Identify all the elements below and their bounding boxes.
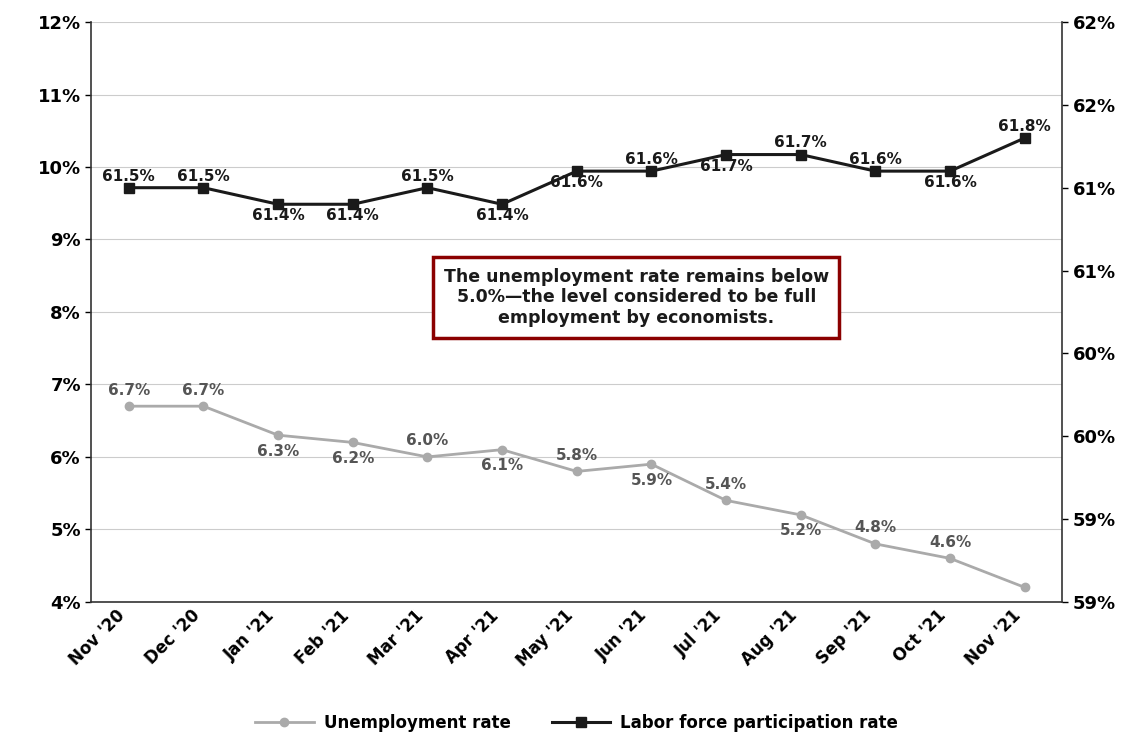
Text: 5.2%: 5.2%	[780, 523, 822, 538]
Text: 61.7%: 61.7%	[774, 136, 827, 150]
Text: 61.5%: 61.5%	[177, 169, 230, 184]
Text: 61.5%: 61.5%	[103, 169, 155, 184]
Text: 4.8%: 4.8%	[854, 520, 896, 535]
Text: 61.6%: 61.6%	[849, 152, 902, 167]
Text: 6.3%: 6.3%	[257, 443, 299, 459]
Text: 61.6%: 61.6%	[625, 152, 678, 167]
Text: 6.2%: 6.2%	[331, 451, 373, 466]
Text: 6.7%: 6.7%	[183, 382, 225, 398]
Text: 61.4%: 61.4%	[476, 208, 529, 223]
Text: 61.6%: 61.6%	[550, 175, 603, 190]
Text: 61.6%: 61.6%	[924, 175, 976, 190]
Text: 61.4%: 61.4%	[327, 208, 379, 223]
Text: 61.5%: 61.5%	[401, 169, 453, 184]
Text: 61.4%: 61.4%	[251, 208, 305, 223]
Text: 5.4%: 5.4%	[705, 477, 747, 492]
Text: 6.0%: 6.0%	[407, 434, 449, 448]
Text: 6.1%: 6.1%	[481, 458, 523, 473]
Text: 61.8%: 61.8%	[998, 119, 1051, 134]
Text: The unemployment rate remains below
5.0%—the level considered to be full
employm: The unemployment rate remains below 5.0%…	[444, 268, 829, 327]
Text: 6.7%: 6.7%	[107, 382, 150, 398]
Legend: Unemployment rate, Labor force participation rate: Unemployment rate, Labor force participa…	[249, 707, 904, 734]
Text: 5.8%: 5.8%	[556, 448, 597, 463]
Text: 61.7%: 61.7%	[700, 159, 753, 174]
Text: 5.9%: 5.9%	[630, 473, 673, 487]
Text: 4.6%: 4.6%	[928, 535, 971, 550]
